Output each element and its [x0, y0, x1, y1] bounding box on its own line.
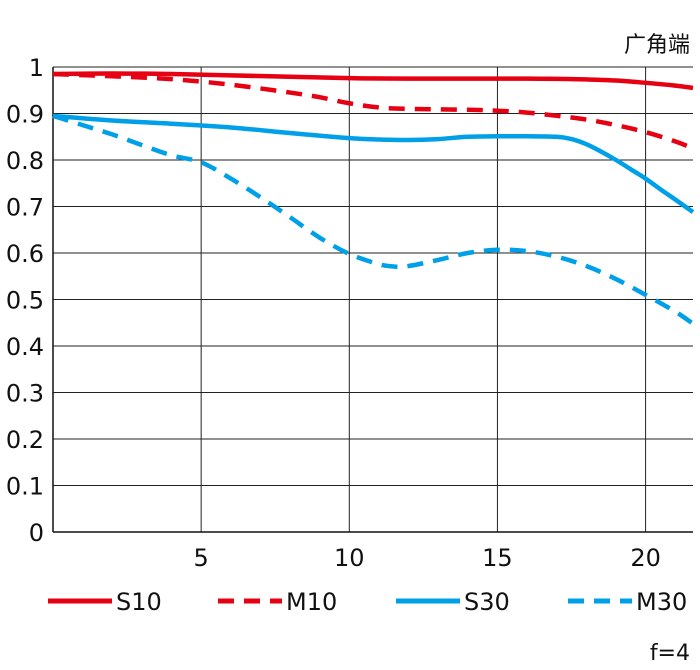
y-tick-label: 0	[29, 519, 44, 547]
x-tick-label: 10	[334, 544, 365, 572]
axes	[52, 67, 693, 533]
y-tick-label: 0.6	[6, 240, 44, 268]
legend-label-m10: M10	[286, 588, 337, 616]
chart-title: 广角端	[624, 33, 690, 58]
y-tick-label: 0.3	[6, 380, 44, 408]
y-tick-label: 1	[29, 54, 44, 82]
series-line-s30	[52, 113, 695, 214]
y-tick-label: 0.8	[6, 147, 44, 175]
aperture-footnote: f=4	[650, 641, 690, 666]
y-tick-label: 0.7	[6, 194, 44, 222]
series-line-m30	[52, 113, 695, 326]
y-tick-label: 0.2	[6, 426, 44, 454]
y-tick-label: 0.5	[6, 287, 44, 315]
legend-label-s10: S10	[116, 588, 162, 616]
x-tick-label: 5	[194, 544, 209, 572]
y-tick-label: 0.4	[6, 333, 44, 361]
grid	[53, 66, 693, 532]
tick-labels: 00.10.20.30.40.50.60.70.80.915 10 15 20	[6, 54, 661, 572]
x-tick-label: 20	[630, 544, 661, 572]
legend-label-m30: M30	[636, 588, 687, 616]
series-lines	[52, 71, 695, 326]
y-tick-label: 0.9	[6, 101, 44, 129]
series-line-s10	[52, 71, 694, 91]
y-tick-label: 0.1	[6, 473, 44, 501]
legend: S10 M10 S30 M30	[48, 588, 687, 616]
legend-label-s30: S30	[464, 588, 510, 616]
x-tick-label: 15	[482, 544, 513, 572]
